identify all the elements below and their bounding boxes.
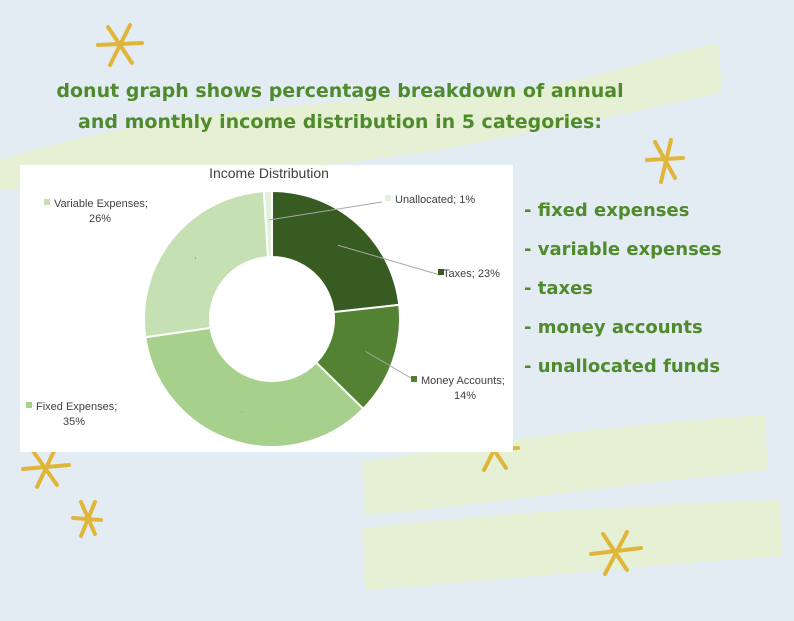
category-list-item: - taxes <box>524 278 594 299</box>
category-list-item: - money accounts <box>524 317 703 338</box>
label-marker-money-accounts <box>411 376 417 382</box>
data-label-money-accounts: Money Accounts; 14% <box>421 375 505 402</box>
brush-stroke-top <box>0 42 722 190</box>
data-label-fixed-expenses: Fixed Expenses; 35% <box>36 401 117 428</box>
data-label-taxes: Taxes; 23% <box>443 268 500 280</box>
category-list-item: - unallocated funds <box>524 356 721 377</box>
donut-slice-variable-expenses <box>143 190 270 339</box>
headline-line-1: donut graph shows percentage breakdown o… <box>56 80 624 102</box>
label-marker-taxes <box>438 269 444 275</box>
star-icon <box>645 138 685 184</box>
leader-line-variable-expenses <box>194 256 197 260</box>
data-label-unallocated: Unallocated; 1% <box>395 194 475 206</box>
donut-slice-fixed-expenses <box>144 326 365 448</box>
label-marker-unallocated <box>385 195 391 201</box>
leader-line-taxes <box>337 244 441 276</box>
category-list-item: - variable expenses <box>524 239 722 260</box>
leader-line-unallocated <box>268 201 383 221</box>
category-list: - fixed expenses - variable expenses - t… <box>524 199 722 394</box>
donut-slice-taxes <box>271 189 401 314</box>
brush-stroke-bottom-1 <box>362 415 768 515</box>
label-marker-fixed-expenses <box>26 402 32 408</box>
chart-title: Income Distribution <box>209 165 329 181</box>
headline-line-2: and monthly income distribution in 5 cat… <box>78 111 602 133</box>
donut-chart-card: Income Distribution Taxes; 23% Money Acco… <box>20 165 513 452</box>
star-icon <box>589 530 643 576</box>
donut-slice-unallocated <box>262 189 273 259</box>
leader-line-fixed-expenses <box>240 410 243 414</box>
star-icon <box>71 500 103 538</box>
category-list-item: - fixed expenses <box>524 200 690 221</box>
data-label-variable-expenses: Variable Expenses; 26% <box>54 198 148 225</box>
star-icon <box>21 447 71 489</box>
star-icon <box>96 23 144 67</box>
leader-line-money-accounts <box>365 350 417 382</box>
label-marker-variable-expenses <box>44 199 50 205</box>
brush-stroke-bottom-2 <box>362 500 782 590</box>
donut-chart: Income Distribution Taxes; 23% Money Acco… <box>26 165 505 448</box>
